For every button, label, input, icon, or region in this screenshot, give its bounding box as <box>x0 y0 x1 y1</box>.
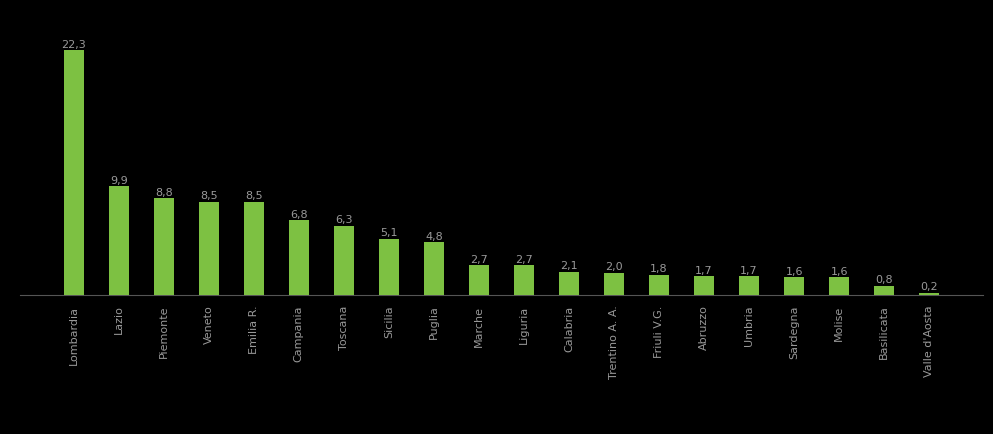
Bar <box>829 278 849 295</box>
Text: 0,2: 0,2 <box>921 281 938 291</box>
Text: 6,3: 6,3 <box>336 214 353 224</box>
Text: 22,3: 22,3 <box>62 39 86 49</box>
Text: 2,1: 2,1 <box>560 260 578 270</box>
Text: 1,6: 1,6 <box>830 266 848 276</box>
Bar <box>513 266 534 295</box>
Text: 8,5: 8,5 <box>245 191 263 201</box>
Bar <box>469 266 490 295</box>
Bar <box>64 51 83 295</box>
Text: 6,8: 6,8 <box>290 209 308 219</box>
Bar <box>783 278 804 295</box>
Bar <box>243 202 264 295</box>
Bar <box>424 243 444 295</box>
Bar <box>154 199 174 295</box>
Bar <box>694 276 714 295</box>
Text: 1,6: 1,6 <box>785 266 803 276</box>
Bar <box>289 221 309 295</box>
Text: 2,7: 2,7 <box>515 254 533 264</box>
Text: 8,8: 8,8 <box>155 187 173 197</box>
Text: 0,8: 0,8 <box>875 275 893 285</box>
Bar <box>739 276 760 295</box>
Bar <box>920 293 939 295</box>
Text: 1,7: 1,7 <box>740 265 758 275</box>
Text: 8,5: 8,5 <box>200 191 217 201</box>
Text: 4,8: 4,8 <box>425 231 443 241</box>
Bar <box>378 239 399 295</box>
Text: 2,0: 2,0 <box>605 262 623 272</box>
Text: 1,8: 1,8 <box>650 264 668 274</box>
Bar <box>604 273 625 295</box>
Bar <box>199 202 219 295</box>
Bar <box>874 286 895 295</box>
Bar <box>108 187 129 295</box>
Bar <box>648 276 669 295</box>
Text: 1,7: 1,7 <box>695 265 713 275</box>
Text: 2,7: 2,7 <box>470 254 488 264</box>
Bar <box>559 272 579 295</box>
Bar <box>334 226 355 295</box>
Text: 9,9: 9,9 <box>110 175 128 185</box>
Text: 5,1: 5,1 <box>380 228 397 238</box>
